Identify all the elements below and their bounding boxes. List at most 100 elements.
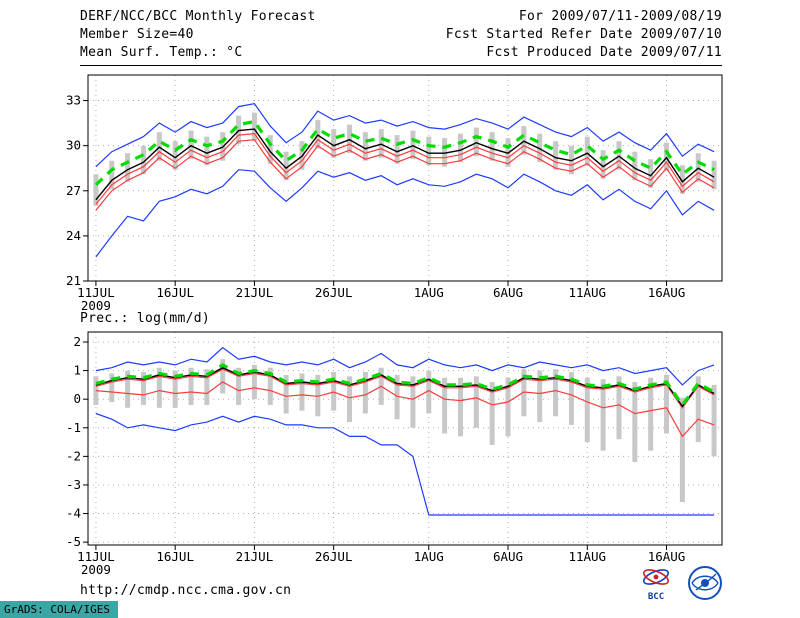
ensemble-spread-bar <box>521 126 527 155</box>
header-row-2: Member Size=40 Fcst Started Refer Date 2… <box>80 27 722 42</box>
ensemble-spread-bar <box>473 376 479 428</box>
ensemble-spread-bar <box>140 372 146 405</box>
grads-credit: GrADS: COLA/IGES <box>0 601 118 618</box>
ensemble-spread-bar <box>584 136 590 166</box>
ensemble-spread-bar <box>140 145 146 175</box>
ensemble-spread-bar <box>553 369 559 417</box>
ensemble-spread-bar <box>204 136 210 166</box>
ensemble-spread-bar <box>679 397 685 503</box>
ensemble-spread-bar <box>600 150 606 179</box>
ensemble-spread-bar <box>125 153 131 182</box>
ensemble-spread-bar <box>711 160 717 190</box>
x-tick-label: 6AUG <box>493 549 523 564</box>
ensemble-spread-bar <box>553 141 559 170</box>
ensemble-spread-bar <box>188 367 194 405</box>
y-tick-label: 21 <box>66 273 81 288</box>
ensemble-spread-bar <box>521 369 527 417</box>
y-tick-label: -2 <box>66 448 81 463</box>
ensemble-spread-bar <box>283 151 289 181</box>
ensemble-spread-bar <box>648 377 654 451</box>
ensemble-spread-bar <box>347 376 353 423</box>
x-tick-label: 11JUL <box>77 549 115 564</box>
ensemble-spread-bar <box>489 382 495 445</box>
ensemble-mean-line <box>95 363 715 408</box>
y-tick-label: -1 <box>66 420 81 435</box>
red-line-lower-line <box>95 381 715 438</box>
ensemble-spread-bar <box>267 135 273 164</box>
x-tick-label: 1AUG <box>414 549 444 564</box>
logo-group: BCC <box>638 564 724 602</box>
ensemble-spread-bar <box>125 370 131 408</box>
plot-title: DERF/NCC/BCC Monthly Forecast <box>80 9 316 24</box>
y-tick-label: 1 <box>73 363 81 378</box>
plot-frame <box>87 331 723 546</box>
min-envelope-line <box>95 412 715 516</box>
ensemble-spread-bar <box>236 367 242 405</box>
bcc-logo: BCC <box>638 564 674 602</box>
ensemble-spread-bar <box>426 370 432 414</box>
y-tick-label: 24 <box>66 228 81 243</box>
x-tick-label: 6AUG <box>493 285 523 300</box>
ensemble-spread-bar <box>251 112 257 142</box>
ensemble-spread-bar <box>236 115 242 145</box>
ensemble-spread-bar <box>600 379 606 451</box>
ensemble-spread-bar <box>299 373 305 411</box>
ensemble-spread-bar <box>109 373 115 403</box>
ensemble-spread-bar <box>457 377 463 437</box>
ensemble-spread-bar <box>616 376 622 440</box>
ensemble-spread-bar <box>584 377 590 443</box>
x-tick-label: 16JUL <box>156 549 194 564</box>
y-tick-label: -3 <box>66 477 81 492</box>
ensemble-spread-bar <box>156 367 162 408</box>
ensemble-spread-bar <box>362 132 368 161</box>
max-envelope-line <box>95 102 715 168</box>
ensemble-spread-bar <box>188 130 194 160</box>
x-tick-label: 21JUL <box>236 285 274 300</box>
ensemble-spread-bar <box>537 370 543 423</box>
ensemble-spread-bar <box>568 372 574 425</box>
ensemble-spread-bar <box>220 359 226 394</box>
x-tick-label: 11JUL <box>77 285 115 300</box>
ensemble-spread-bar <box>505 377 511 437</box>
ensemble-spread-bar <box>442 138 448 167</box>
temp-panel-label: Mean Surf. Temp.: °C <box>80 45 243 60</box>
max-envelope-line <box>95 346 715 386</box>
header-row-1: DERF/NCC/BCC Monthly Forecast For 2009/0… <box>80 9 722 24</box>
x-tick-label: 11AUG <box>568 549 606 564</box>
ensemble-spread-bar <box>679 165 685 194</box>
ensemble-spread-bar <box>711 384 717 457</box>
x-year-label: 2009 <box>81 562 111 577</box>
ensemble-spread-bar <box>347 124 353 154</box>
ensemble-spread-bar <box>442 377 448 434</box>
red-line-lower-line <box>95 139 715 211</box>
ensemble-spread-bar <box>267 367 273 405</box>
x-tick-label: 21JUL <box>236 549 274 564</box>
precip-panel-label: Prec.: log(mm/d) <box>80 311 211 326</box>
red-line-upper-line <box>95 132 715 205</box>
forecast-period: For 2009/07/11-2009/08/19 <box>518 9 722 24</box>
x-tick-label: 16AUG <box>648 549 686 564</box>
y-tick-label: 33 <box>66 93 81 108</box>
x-tick-label: 16AUG <box>648 285 686 300</box>
ensemble-spread-bar <box>537 133 543 163</box>
ensemble-spread-bar <box>93 174 99 206</box>
y-tick-label: 0 <box>73 391 81 406</box>
y-tick-label: 27 <box>66 183 81 198</box>
ensemble-spread-bar <box>410 376 416 428</box>
y-tick-label: 2 <box>73 334 81 349</box>
plot-frame <box>87 74 723 282</box>
ensemble-spread-bar <box>172 370 178 408</box>
ensemble-spread-bar <box>410 130 416 160</box>
bcc-logo-icon <box>642 569 670 585</box>
bcc-logo-label: BCC <box>647 592 665 602</box>
min-envelope-line <box>95 169 715 258</box>
ensemble-spread-bar <box>331 372 337 411</box>
ncc-logo <box>686 564 724 602</box>
ensemble-spread-bar <box>489 132 495 161</box>
x-year-label: 2009 <box>81 298 111 313</box>
website-url: http://cmdp.ncc.cma.gov.cn <box>80 583 292 598</box>
member-size-label: Member Size=40 <box>80 27 194 42</box>
